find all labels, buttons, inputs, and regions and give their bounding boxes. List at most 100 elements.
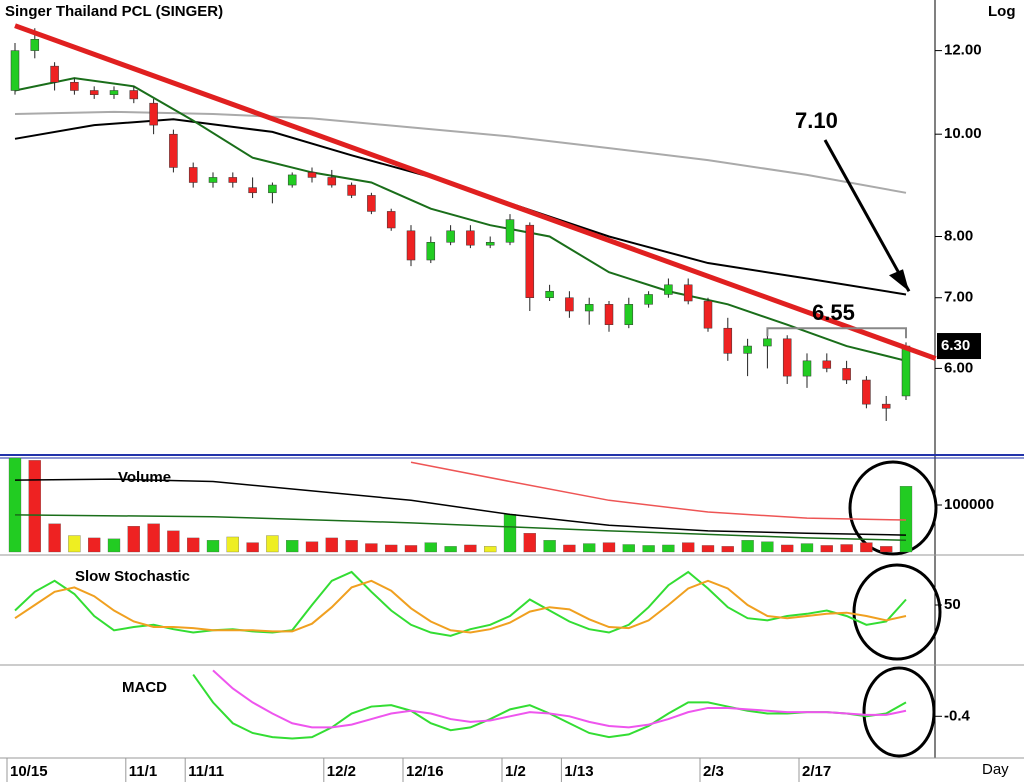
bar [682,542,695,553]
candle-body [89,90,99,95]
x-axis-label: Day [982,761,1009,778]
bar [226,536,239,553]
y-tick-label: 10.00 [944,125,982,142]
bar [840,544,853,553]
candle-body [822,360,832,369]
annotation: 6.55 [812,300,855,325]
bar [543,540,556,553]
bar [484,546,497,553]
candle-body [802,360,812,377]
highlight-circle [862,666,936,758]
candle-body [881,403,891,409]
line [14,23,937,361]
candle-body [525,224,535,298]
bar [602,542,616,553]
candle-body [70,81,79,91]
candle-body [743,345,752,354]
line [14,514,907,541]
bar [444,546,457,553]
x-tick-label: 1/13 [564,763,593,780]
y-tick-label: 12.00 [944,42,982,59]
x-tick-label: 10/15 [10,763,48,780]
candle-body [327,177,337,186]
x-tick-label: 2/17 [802,763,831,780]
candle-body [386,211,396,229]
candle-body [169,133,178,168]
bar [701,545,715,553]
price-box [937,333,981,360]
highlight-circle [852,563,942,661]
candle-body [50,65,59,83]
y-tick-label: 7.00 [944,289,973,306]
candle-body [287,174,297,186]
bar [721,546,734,553]
candle-body [208,177,218,183]
bar [424,542,437,553]
candle-body [703,300,713,329]
candle-body [644,294,653,305]
candle-body [446,230,455,243]
bar [860,542,873,553]
bar [8,457,22,553]
panel-title: MACD [122,679,167,696]
bar [622,544,635,553]
candle-body [149,102,158,126]
bar [187,537,200,553]
price-label: 6.30 [941,337,970,354]
y-tick-label: 6.00 [944,359,973,376]
x-tick-label: 12/16 [406,763,444,780]
line [410,461,907,521]
bar [563,544,576,553]
candle-body [30,39,40,51]
bar [167,530,180,553]
bar [266,535,279,553]
bar [404,545,418,553]
highlight-circle [848,460,938,556]
arrow-head [889,269,909,292]
x-tick-label: 12/2 [327,763,356,780]
bar [206,540,220,553]
candle-body [763,338,772,347]
bar [345,540,358,553]
candle-body [485,242,495,246]
candle-body [664,284,673,295]
candle-body [683,284,693,302]
bar [88,537,101,553]
candle-body [109,90,119,95]
candle-body [426,242,436,261]
bar [583,543,596,553]
bar [820,545,833,553]
x-tick-label: 2/3 [703,763,724,780]
candle-body [505,219,515,243]
line [212,669,907,729]
bar [365,543,378,553]
x-tick-label: 11/1 [129,763,157,780]
candle-body [466,230,475,246]
y-tick-label: 8.00 [944,227,973,244]
bar [523,533,536,553]
x-tick-label: 1/2 [505,763,526,780]
bar [761,541,774,553]
y-tick-label: -0.4 [944,707,971,724]
annotation: 7.10 [795,108,838,133]
line [14,110,907,194]
candle-body [307,172,317,178]
candle-body [129,90,139,100]
bar [642,545,655,553]
candle-body [545,290,554,298]
candle-body [367,195,376,212]
line [14,77,907,362]
candle-body [406,230,416,261]
bar [800,543,814,553]
line [14,478,907,536]
candle-body [248,187,257,194]
x-tick-label: 11/11 [188,763,224,780]
y-tick-label: 100000 [944,496,994,513]
bar [127,526,140,553]
chart-title: Singer Thailand PCL (SINGER) [5,3,223,20]
candle-body [624,304,634,325]
scale-label: Log [988,3,1016,20]
candle-body [842,368,851,381]
